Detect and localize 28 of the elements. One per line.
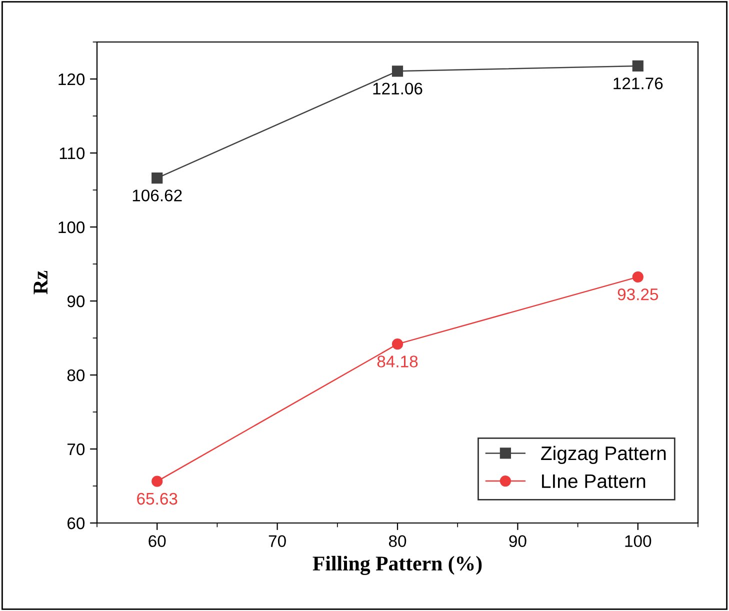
y-tick-label: 110 xyxy=(60,147,85,160)
x-tick-label: 70 xyxy=(268,535,286,548)
x-tick-label: 60 xyxy=(148,535,166,548)
data-label: 65.63 xyxy=(137,492,178,505)
data-label: 121.76 xyxy=(614,78,663,90)
y-tick-label: 100 xyxy=(58,221,85,234)
point xyxy=(632,271,644,283)
data-label: 106.62 xyxy=(132,190,182,202)
legend-label: LIne Pattern xyxy=(542,474,646,488)
y-tick-label: 80 xyxy=(67,369,85,382)
x-tick-label: 100 xyxy=(625,535,652,548)
x-axis-title: Filling Pattern (%) xyxy=(312,556,482,575)
point xyxy=(152,172,163,184)
data-label: 121.06 xyxy=(373,82,422,95)
point xyxy=(392,338,404,350)
data-label: 84.18 xyxy=(377,356,418,368)
data-label: 93.25 xyxy=(618,288,658,300)
y-tick-label: 120 xyxy=(58,73,85,86)
x-tick-label: 90 xyxy=(509,535,526,548)
y-tick-label: 60 xyxy=(68,517,85,530)
y-axis-title: Rz xyxy=(34,270,48,294)
point xyxy=(152,476,163,487)
x-tick-label: 80 xyxy=(388,535,406,548)
legend-label: Zigzag Pattern xyxy=(541,446,666,464)
y-tick-label: 70 xyxy=(68,443,85,456)
point xyxy=(632,60,644,72)
point xyxy=(392,66,404,77)
y-tick-label: 90 xyxy=(67,295,85,308)
